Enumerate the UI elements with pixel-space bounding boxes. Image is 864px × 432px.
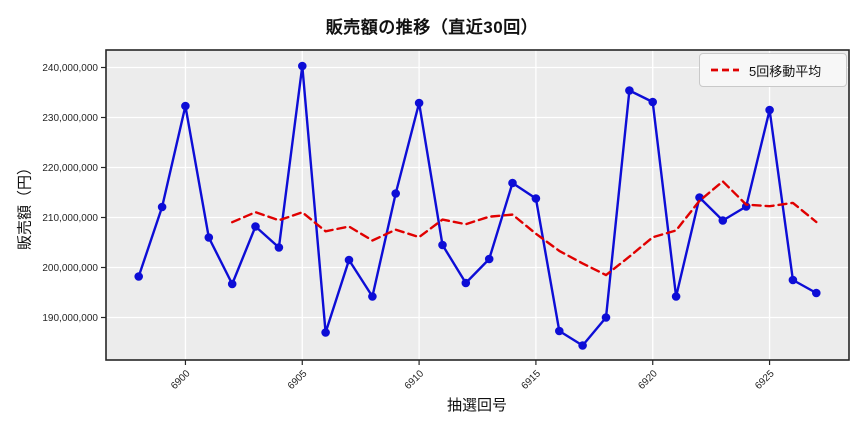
- y-tick-label: 190,000,000: [42, 313, 98, 324]
- data-point-marker: [414, 98, 424, 108]
- data-point-marker: [718, 216, 728, 225]
- data-point-marker: [274, 243, 284, 252]
- y-tick-label: 240,000,000: [42, 63, 98, 74]
- plot-background: [106, 50, 849, 360]
- data-point-marker: [812, 288, 821, 298]
- data-point-marker: [555, 326, 564, 336]
- x-tick-label: 6900: [169, 368, 193, 392]
- legend-label: 5回移動平均: [749, 63, 822, 79]
- data-point-marker: [508, 178, 517, 188]
- plot-frame: [105, 49, 850, 361]
- data-point-marker: [134, 272, 143, 281]
- y-tick-label: 220,000,000: [42, 163, 98, 174]
- data-point-marker: [298, 61, 307, 71]
- data-point-marker: [227, 279, 237, 289]
- data-point-marker: [695, 193, 704, 202]
- xaxis-label: 抽選回号: [446, 397, 508, 414]
- data-point-marker: [438, 240, 447, 250]
- data-point-marker: [625, 86, 634, 95]
- x-tick-label: 6905: [286, 368, 310, 392]
- y-tick-label: 230,000,000: [42, 113, 98, 124]
- data-point-marker: [368, 292, 377, 301]
- data-point-marker: [181, 101, 190, 111]
- data-point-marker: [578, 341, 587, 350]
- data-point-marker: [344, 255, 354, 265]
- data-point-marker: [671, 292, 681, 301]
- data-point-marker: [484, 254, 494, 264]
- series-line-sales: [137, 64, 818, 347]
- data-point-marker: [461, 278, 471, 288]
- data-point-marker: [765, 105, 774, 115]
- yaxis-label: 販売額（円）: [16, 159, 34, 251]
- x-tick-label: 6915: [520, 368, 544, 392]
- data-point-marker: [601, 313, 611, 322]
- data-point-marker: [788, 275, 798, 285]
- legend-dash-icon: [711, 68, 739, 72]
- data-point-marker: [648, 97, 657, 107]
- legend: 5回移動平均: [699, 53, 847, 87]
- series-line-moving-average: [230, 180, 818, 277]
- data-point-marker: [531, 194, 541, 203]
- y-tick-label: 200,000,000: [42, 263, 98, 274]
- data-point-marker: [391, 189, 401, 198]
- chart-title: 販売額の推移（直近30回）: [325, 18, 539, 37]
- x-tick-label: 6910: [403, 368, 427, 392]
- data-point-marker: [204, 233, 214, 242]
- data-point-marker: [157, 202, 167, 212]
- x-tick-label: 6925: [753, 368, 777, 392]
- y-tick-label: 210,000,000: [42, 213, 98, 224]
- data-point-marker: [251, 222, 260, 231]
- data-point-marker: [321, 328, 330, 337]
- x-tick-label: 6920: [636, 368, 660, 392]
